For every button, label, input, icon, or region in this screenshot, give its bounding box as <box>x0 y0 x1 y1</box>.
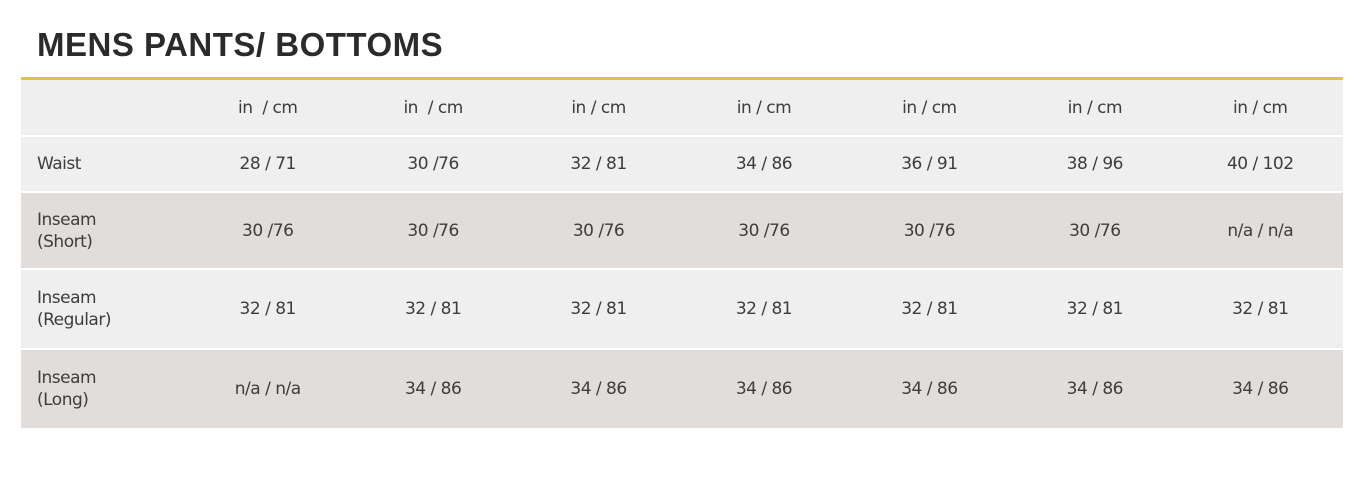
table-cell: 30 /76 <box>350 193 516 268</box>
table-cell: 30 /76 <box>846 193 1013 268</box>
table-cell: 34 / 86 <box>515 350 682 428</box>
row-label: Inseam (Regular) <box>21 270 185 348</box>
header-cell: in / cm <box>846 80 1013 135</box>
table-cell: 34 / 86 <box>350 350 516 428</box>
row-label-subtext: (Regular) <box>37 310 111 330</box>
table-cell: 32 / 81 <box>515 270 682 348</box>
header-cell: in / cm <box>350 80 516 135</box>
table-cell: 34 / 86 <box>1012 350 1178 428</box>
row-label-text: Inseam <box>37 368 97 388</box>
table-row-inseam-long: Inseam (Long) n/a / n/a 34 / 86 34 / 86 3… <box>21 350 1343 428</box>
row-label-subtext: (Short) <box>37 231 93 252</box>
table-cell: 28 / 71 <box>185 137 351 191</box>
table-cell: n/a / n/a <box>1177 193 1343 268</box>
table-cell: 34 / 86 <box>681 137 847 191</box>
table-cell: 30 /76 <box>350 137 516 191</box>
table-cell: 30 /76 <box>515 193 682 268</box>
header-cell: in / cm <box>1177 80 1343 135</box>
table-cell: 32 / 81 <box>1177 270 1343 348</box>
table-cell: 32 / 81 <box>681 270 847 348</box>
table-cell: 30 /76 <box>681 193 847 268</box>
row-label-subtext: (Long) <box>37 390 89 410</box>
table-row-inseam-short: Inseam (Short) 30 /76 30 /76 30 /76 30 /7… <box>21 193 1343 268</box>
table-cell: 38 / 96 <box>1012 137 1178 191</box>
size-chart-table: in / cm in / cm in / cm in / cm in / cm … <box>21 78 1343 430</box>
table-cell: 30 /76 <box>1012 193 1178 268</box>
table-cell: 36 / 91 <box>846 137 1013 191</box>
header-cell: in / cm <box>185 80 351 135</box>
table-cell: 34 / 86 <box>681 350 847 428</box>
row-label: Inseam (Short) <box>21 193 185 268</box>
accent-divider <box>21 77 1343 80</box>
table-cell: 32 / 81 <box>1012 270 1178 348</box>
header-cell: in / cm <box>515 80 682 135</box>
table-header-row: in / cm in / cm in / cm in / cm in / cm … <box>21 80 1343 135</box>
table-cell: 32 / 81 <box>846 270 1013 348</box>
table-cell: n/a / n/a <box>185 350 351 428</box>
table-row-inseam-regular: Inseam (Regular) 32 / 81 32 / 81 32 / 81 … <box>21 270 1343 348</box>
row-label: Inseam (Long) <box>21 350 185 428</box>
row-label-text: Waist <box>37 154 81 174</box>
table-cell: 32 / 81 <box>350 270 516 348</box>
header-cell: in / cm <box>1012 80 1178 135</box>
table-cell: 40 / 102 <box>1177 137 1343 191</box>
table-row-waist: Waist 28 / 71 30 /76 32 / 81 34 / 86 36 … <box>21 137 1343 191</box>
row-label: Waist <box>21 137 185 191</box>
page-title: MENS PANTS/ BOTTOMS <box>37 26 444 63</box>
header-cell: in / cm <box>681 80 847 135</box>
table-cell: 34 / 86 <box>846 350 1013 428</box>
table-cell: 34 / 86 <box>1177 350 1343 428</box>
table-cell: 32 / 81 <box>515 137 682 191</box>
row-label-text: Inseam <box>37 288 97 308</box>
header-cell <box>21 80 185 135</box>
table-cell: 30 /76 <box>185 193 351 268</box>
row-label-text: Inseam <box>37 209 97 230</box>
table-cell: 32 / 81 <box>185 270 351 348</box>
